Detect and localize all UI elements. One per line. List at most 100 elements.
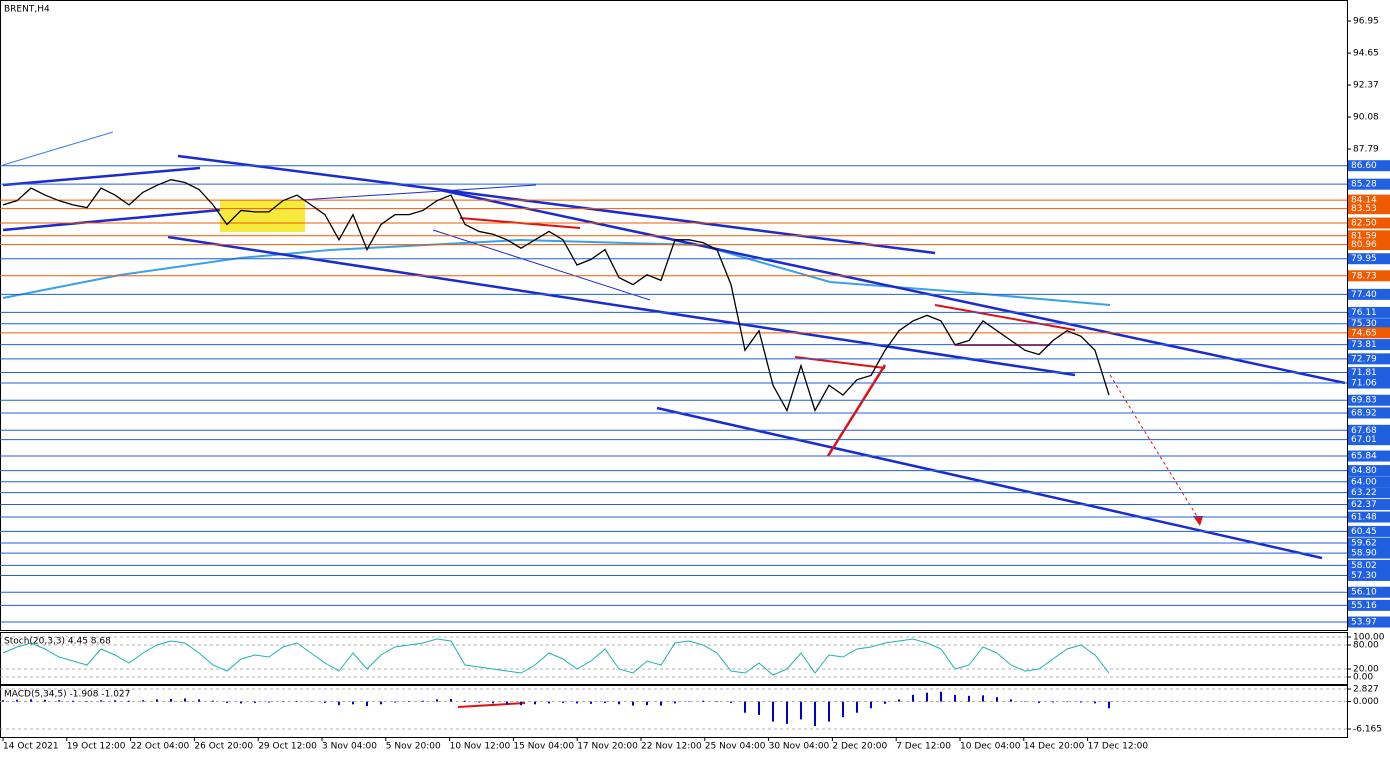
- histogram-bar: [870, 701, 872, 709]
- histogram-bar: [632, 701, 634, 706]
- histogram-bar: [744, 701, 746, 713]
- histogram-bar: [44, 699, 46, 702]
- level-label: 71.06: [1351, 379, 1377, 389]
- trend-line: [826, 364, 887, 457]
- histogram-bar: [394, 701, 396, 703]
- projection: [1109, 374, 1199, 519]
- histogram-bar: [1080, 701, 1082, 703]
- histogram-bar: [16, 699, 18, 702]
- histogram-bar: [954, 694, 956, 702]
- level-label: 67.01: [1351, 435, 1377, 445]
- histogram-bar: [660, 701, 662, 706]
- level-label: 64.00: [1351, 477, 1377, 487]
- trend-line: [167, 235, 1076, 377]
- histogram-bar: [968, 695, 970, 702]
- histogram-bar: [2, 700, 4, 702]
- level-label-bg: [1348, 318, 1390, 330]
- histogram-bar: [1038, 701, 1040, 703]
- level-label: 63.22: [1351, 488, 1377, 498]
- level-label-bg: [1348, 569, 1390, 581]
- trend-line: [2, 208, 221, 232]
- y-tick-label: 0.00: [1353, 673, 1373, 683]
- y-tick-label: -6.165: [1353, 725, 1382, 735]
- histogram-bar: [1108, 701, 1110, 709]
- x-tick-label: 25 Nov 04:00: [705, 742, 766, 752]
- level-label: 81.59: [1351, 231, 1377, 241]
- histogram-bar: [562, 701, 564, 703]
- moving-average: [2, 238, 1111, 306]
- histogram-bar: [492, 701, 494, 704]
- drawings: [2, 131, 1346, 708]
- histogram-bar: [1066, 701, 1068, 703]
- histogram-bar: [884, 701, 886, 704]
- level-label-bg: [1348, 616, 1390, 628]
- histogram-bar: [142, 700, 144, 702]
- histogram-bar: [58, 700, 60, 702]
- x-tick-label: 5 Nov 20:00: [386, 742, 441, 752]
- histogram-bar: [254, 701, 256, 703]
- x-tick-label: 10 Dec 04:00: [960, 742, 1021, 752]
- trend-line: [177, 154, 936, 255]
- level-label-bg: [1348, 434, 1390, 446]
- histogram-bar: [548, 701, 550, 704]
- highlight-box: [220, 200, 305, 232]
- histogram-bar: [534, 701, 536, 705]
- histogram-bar: [814, 701, 816, 727]
- panel-title: MACD(5,34,5) -1.908 -1.027: [4, 690, 130, 700]
- histogram-bar: [380, 701, 382, 705]
- y-tick-label: 80.00: [1353, 641, 1379, 651]
- histogram-bar: [156, 699, 158, 702]
- trend-line: [656, 406, 1323, 560]
- histogram-bar: [114, 700, 116, 702]
- trend-line: [432, 229, 651, 301]
- histogram-bar: [128, 700, 130, 702]
- x-tick-label: 17 Nov 20:00: [577, 742, 638, 752]
- level-label-bg: [1348, 239, 1390, 251]
- level-label-bg: [1348, 230, 1390, 242]
- histogram-bar: [296, 701, 298, 702]
- level-label-bg: [1348, 194, 1390, 206]
- level-label: 85.28: [1351, 180, 1377, 190]
- histogram-bar: [856, 701, 858, 713]
- level-label: 83.53: [1351, 204, 1377, 214]
- level-label: 65.84: [1351, 452, 1377, 462]
- level-label-bg: [1348, 476, 1390, 488]
- histogram-bar: [100, 700, 102, 702]
- level-label-bg: [1348, 547, 1390, 559]
- level-label: 73.81: [1351, 340, 1377, 350]
- trend-line: [934, 304, 1076, 331]
- histogram-bar: [716, 701, 718, 702]
- level-label: 75.30: [1351, 319, 1377, 329]
- histogram-bar: [282, 701, 284, 703]
- histogram-bar: [268, 701, 270, 703]
- trend-line: [457, 702, 526, 708]
- y-tick-label: 92.37: [1353, 81, 1379, 91]
- level-label-bg: [1348, 288, 1390, 300]
- histogram-bar: [226, 701, 228, 703]
- panel-title: Stoch(20,3,3) 4.45 8.68: [4, 637, 111, 647]
- level-label-bg: [1348, 339, 1390, 351]
- histogram-bar: [590, 701, 592, 704]
- histogram-bar: [646, 701, 648, 706]
- histogram-bar: [940, 691, 942, 702]
- histogram-bar: [618, 701, 620, 705]
- level-label: 82.50: [1351, 219, 1377, 229]
- trend-line: [299, 184, 537, 201]
- y-tick-label: 100.00: [1353, 633, 1385, 643]
- histogram-bar: [520, 701, 522, 706]
- level-label-bg: [1348, 203, 1390, 215]
- level-label: 86.60: [1351, 161, 1377, 171]
- histogram-bar: [800, 701, 802, 720]
- y-tick-label: 20.00: [1353, 665, 1379, 675]
- panel-title: BRENT,H4: [4, 5, 50, 15]
- y-tick-label: 87.79: [1353, 145, 1379, 155]
- histogram-bar: [1052, 701, 1054, 703]
- x-tick-label: 14 Dec 20:00: [1024, 742, 1085, 752]
- level-label: 58.90: [1351, 549, 1377, 559]
- histogram-bar: [478, 701, 480, 703]
- x-tick-label: 30 Nov 04:00: [769, 742, 830, 752]
- y-tick-label: 2.827: [1353, 685, 1379, 695]
- y-tick-label: 94.65: [1353, 49, 1379, 59]
- panel-frame: [0, 632, 1348, 685]
